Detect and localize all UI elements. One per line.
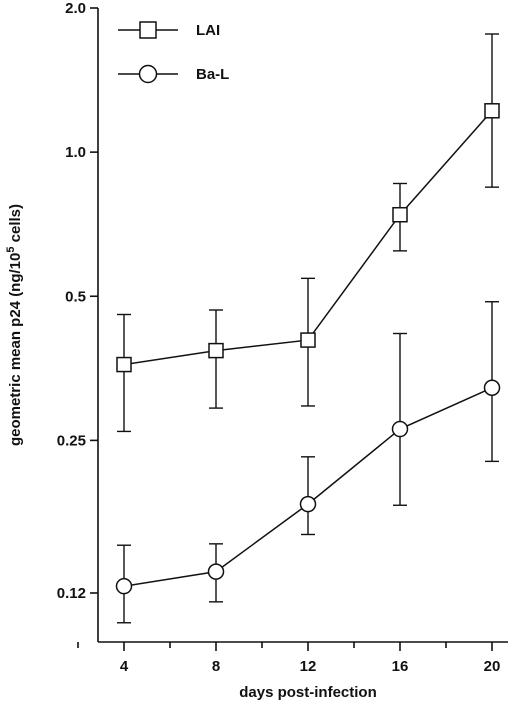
y-tick-label: 2.0 [65,0,86,17]
axes: 0.12 0.25 0.5 1.0 2.0 4 8 12 16 20 [57,0,508,675]
legend: LAI Ba-L [118,21,229,84]
legend-label-Ba-L: Ba-L [196,66,229,83]
data-point-LAI [392,206,408,223]
x-tick-label: 4 [120,658,129,675]
y-axis-title: geometric mean p24 (ng/105 cells) [5,204,24,446]
legend-marker-LAI [139,21,157,39]
y-axis-title-part2: cells) [7,204,24,247]
data-point-LAI [208,342,224,359]
y-axis-title-part1: geometric mean p24 (ng/10 [7,253,24,446]
x-axis-title: days post-infection [239,684,377,701]
y-axis-title-superscript: 5 [5,247,17,253]
data-point-LAI [300,332,316,348]
data-point-LAI [484,103,500,119]
data-point-Ba-L [391,420,409,438]
y-tick-label: 1.0 [65,144,86,161]
x-tick-label: 16 [392,658,409,675]
data-point-Ba-L [207,563,225,580]
x-tick-label: 12 [300,658,317,675]
error-bars [117,33,499,624]
data-point-Ba-L [483,379,501,397]
data-point-LAI [116,356,132,373]
legend-label-LAI: LAI [196,22,220,39]
x-tick-label: 8 [212,658,220,675]
data-point-Ba-L [299,495,317,513]
y-tick-label: 0.25 [57,432,86,449]
y-tick-label: 0.5 [65,288,86,305]
y-tick-label: 0.12 [57,585,86,602]
data-markers [115,103,501,595]
data-point-Ba-L [115,577,133,595]
x-tick-label: 20 [484,658,501,675]
legend-marker-Ba-L [138,64,158,84]
